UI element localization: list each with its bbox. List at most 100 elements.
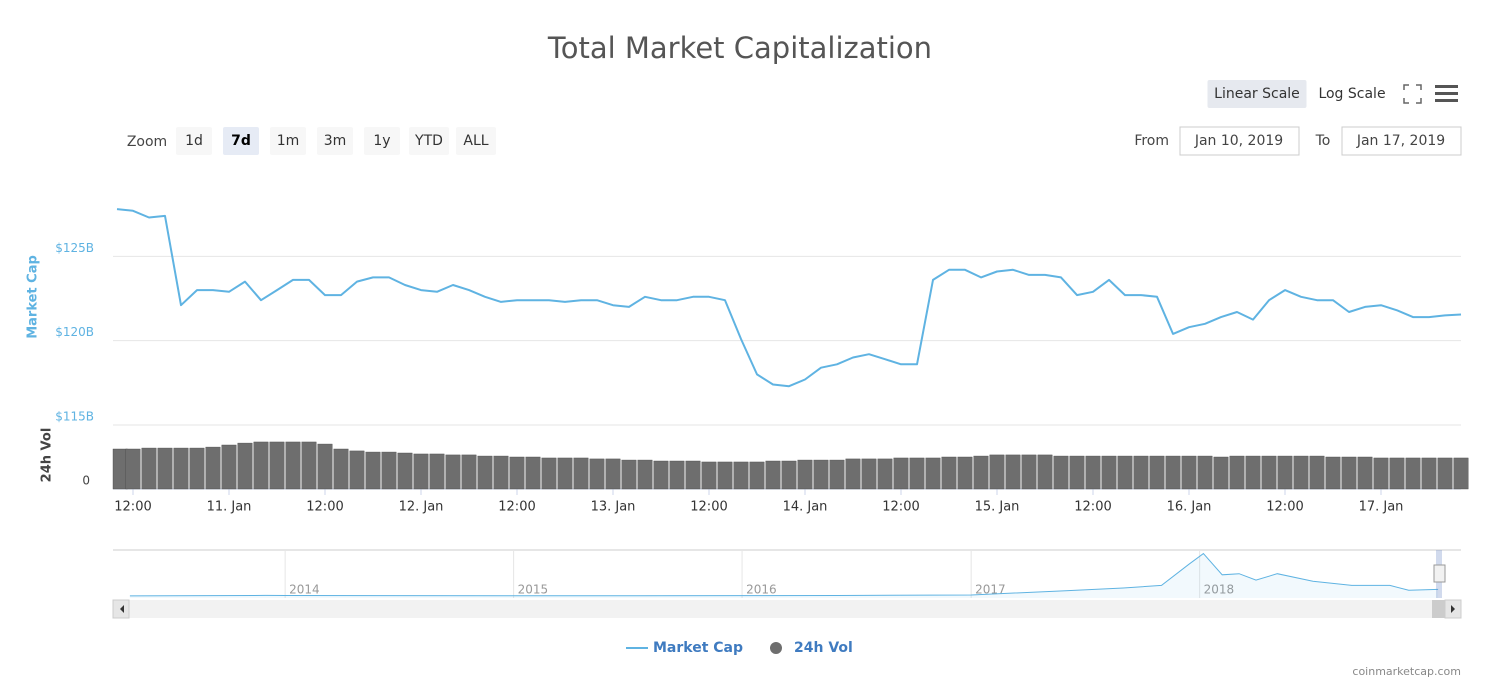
from-input[interactable]: [1179, 126, 1300, 156]
scrollbar-thumb[interactable]: [1432, 600, 1445, 618]
volume-bar: [701, 461, 717, 490]
volume-bar: [685, 460, 701, 490]
volume-bar: [925, 457, 941, 490]
scale-button-label[interactable]: Log Scale: [1318, 86, 1385, 102]
volume-bar: [477, 455, 493, 490]
menu-icon[interactable]: [1435, 85, 1458, 102]
volume-bar: [1325, 456, 1341, 490]
y-axis-title: Market Cap: [26, 255, 41, 339]
volume-bar: [285, 441, 301, 490]
zoom-button-label[interactable]: 1y: [373, 133, 390, 149]
volume-bar: [525, 456, 541, 490]
from-date[interactable]: Jan 10, 2019: [1194, 133, 1283, 149]
y2-tick-label: 0: [82, 474, 90, 488]
volume-bar: [717, 461, 733, 490]
volume-bar: [157, 447, 173, 490]
x-tick-label: 12:00: [498, 500, 535, 515]
to-input[interactable]: [1341, 126, 1462, 156]
zoom-button[interactable]: [317, 127, 353, 155]
scrollbar-track: [113, 600, 1461, 618]
x-tick-label: 12:00: [882, 500, 919, 515]
volume-bar: [1165, 455, 1181, 490]
volume-bar: [1213, 456, 1229, 490]
volume-bar: [605, 458, 621, 490]
navigator-area: [129, 553, 1439, 598]
zoom-button-label[interactable]: 1m: [277, 133, 300, 149]
volume-bar: [973, 455, 989, 490]
volume-bar: [1197, 455, 1213, 490]
volume-bar: [861, 458, 877, 490]
x-tick-label: 12:00: [1074, 500, 1111, 515]
scale-button[interactable]: [1207, 80, 1307, 108]
volume-bar: [1373, 457, 1389, 490]
x-tick-label: 14. Jan: [783, 500, 828, 515]
volume-bar: [141, 447, 157, 490]
volume-bar: [1069, 455, 1085, 490]
scrollbar-right-arrow[interactable]: [1451, 605, 1455, 613]
zoom-button-label[interactable]: YTD: [414, 133, 443, 149]
volume-bar: [573, 457, 589, 490]
volume-bar: [1133, 455, 1149, 490]
legend-label[interactable]: 24h Vol: [794, 640, 853, 656]
zoom-button-label[interactable]: 1d: [185, 133, 203, 149]
volume-bar: [941, 456, 957, 490]
zoom-button-label[interactable]: 3m: [324, 133, 347, 149]
volume-bar: [1053, 455, 1069, 490]
x-tick-label: 17. Jan: [1359, 500, 1404, 515]
menu-bar[interactable]: [1435, 92, 1458, 95]
scale-button[interactable]: [1312, 80, 1392, 108]
to-label: To: [1315, 133, 1331, 149]
zoom-label: Zoom: [127, 134, 167, 150]
x-tick-label: 12:00: [690, 500, 727, 515]
volume-bar: [1293, 455, 1309, 490]
zoom-button[interactable]: [176, 127, 212, 155]
volume-bar: [765, 460, 781, 490]
zoom-button[interactable]: [223, 127, 259, 155]
menu-bar[interactable]: [1435, 85, 1458, 88]
y-tick-label: $115B: [55, 410, 94, 424]
x-tick-label: 12:00: [1266, 500, 1303, 515]
menu-bar[interactable]: [1435, 99, 1458, 102]
scale-button-label[interactable]: Linear Scale: [1214, 86, 1300, 102]
fullscreen-glyph[interactable]: [1403, 84, 1422, 104]
navigator-tick-label: 2018: [1204, 583, 1235, 597]
volume-bar: [637, 459, 653, 490]
navigator-tick-label: 2015: [518, 583, 549, 597]
volume-bar: [877, 458, 893, 490]
volume-bar: [173, 447, 189, 490]
volume-bar: [221, 444, 237, 490]
zoom-button-label[interactable]: ALL: [463, 133, 488, 149]
fullscreen-icon[interactable]: [1403, 84, 1422, 104]
volume-bar: [669, 460, 685, 490]
volume-bar: [1181, 455, 1197, 490]
volume-bar: [317, 443, 333, 490]
volume-bar: [1437, 457, 1453, 490]
volume-bar: [989, 454, 1005, 490]
volume-bar: [493, 455, 509, 490]
navigator-tick-label: 2017: [975, 583, 1006, 597]
zoom-button-label[interactable]: 7d: [231, 133, 251, 149]
volume-bar: [749, 461, 765, 490]
zoom-button[interactable]: [364, 127, 400, 155]
volume-bar: [1405, 457, 1421, 490]
y-tick-label: $120B: [55, 325, 94, 339]
legend-label[interactable]: Market Cap: [653, 640, 743, 656]
volume-bar: [112, 448, 128, 490]
zoom-button[interactable]: [456, 127, 496, 155]
scrollbar-left-arrow[interactable]: [120, 605, 124, 613]
navigator-handle[interactable]: [1433, 564, 1446, 583]
volume-bar: [541, 457, 557, 490]
zoom-button[interactable]: [270, 127, 306, 155]
navigator-line: [129, 552, 1439, 597]
volume-bar: [1085, 455, 1101, 490]
volume-bar: [1261, 455, 1277, 490]
to-date[interactable]: Jan 17, 2019: [1356, 133, 1445, 149]
zoom-button[interactable]: [409, 127, 449, 155]
x-tick-label: 12:00: [306, 500, 343, 515]
x-tick-label: 12:00: [114, 500, 151, 515]
legend-symbol[interactable]: [770, 642, 782, 654]
volume-bar: [1389, 457, 1405, 490]
y-tick-label: $125B: [55, 241, 94, 255]
volume-bar: [1357, 456, 1373, 490]
